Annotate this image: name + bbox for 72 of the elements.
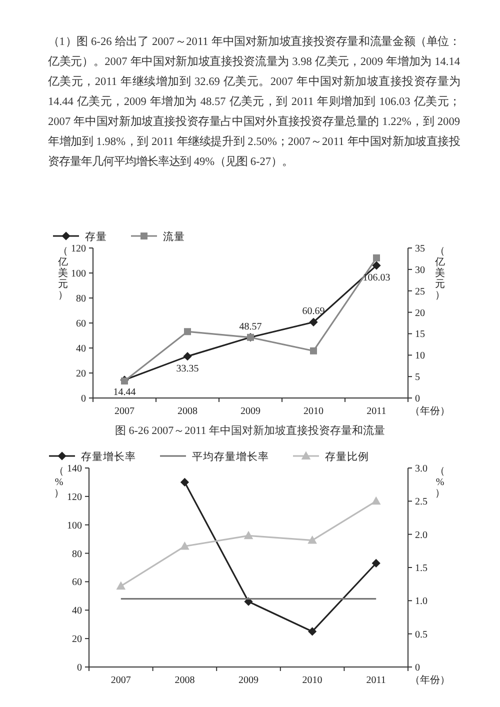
y2-tick-label: 25 [415, 286, 425, 298]
x-axis-title: （年份） [410, 405, 450, 417]
point [372, 261, 381, 270]
y2-tick-label: 0 [415, 662, 420, 674]
x-tick-label: 2011 [366, 675, 386, 686]
data-label: 106.03 [362, 272, 390, 284]
y2-axis-title: （%） [435, 466, 445, 499]
point [309, 318, 318, 326]
y-tick-label: 40 [76, 344, 86, 354]
y2-tick-label: 2.0 [415, 530, 428, 541]
legend-label: 存量增长率 [81, 450, 136, 463]
y2-tick-label: 1.5 [415, 563, 428, 574]
y-tick-label: 120 [71, 244, 86, 254]
y-axis-title: （亿美元） [57, 246, 68, 301]
y-tick-label: 80 [76, 294, 86, 304]
point [116, 582, 126, 590]
legend-label: 流量 [163, 230, 185, 243]
y2-tick-label: 3.0 [415, 464, 428, 474]
text: （1）图 6-26 给出了 2007～2011 年中国对新加坡直接投资存量和流量金额（单位：亿美元）。2007 年中国对新加坡直接投资流量为 3.98 亿美元，2009 年增加为 14.14 亿美元，2011 年继续增加到 32.69 亿美元。2007 年中国对新加坡直接投资存量为 14.44 亿美元，2009 年增加为 48.57 亿美元，到 2011 年则增加到 106.03 亿美元；2007 年中国对新加坡直接投资存量占中国对外直接投资存量总量的 1.22%，到 2009 年增加到 1.98%，到 2011 年继续提升到 2.50%；2007～2011 年中国对新加坡直接投资存量年几何平均增长率达到 49%（见图 6-27）。 [48, 34, 460, 170]
point [180, 478, 189, 486]
y2-tick-label: 2.5 [415, 496, 428, 508]
y2-tick-label: 10 [415, 350, 425, 362]
y2-tick-label: 20 [415, 308, 425, 319]
y2-tick-label: 15 [415, 329, 425, 340]
y-tick-label: 140 [67, 464, 82, 474]
data-label: 48.57 [239, 321, 262, 332]
y2-tick-label: 35 [415, 244, 425, 254]
x-tick-label: 2007 [110, 675, 131, 686]
point [372, 559, 380, 568]
x-tick-label: 2008 [178, 406, 198, 417]
legend-label: 存量比例 [325, 450, 369, 463]
y2-tick-label: 0.5 [415, 629, 428, 640]
point [373, 254, 380, 262]
point [308, 536, 317, 544]
point [184, 328, 191, 336]
y-tick-label: 20 [72, 634, 82, 646]
y2-axis-title: （亿美元） [434, 246, 445, 301]
y-tick-label: 60 [72, 577, 82, 588]
point [308, 627, 316, 636]
y-tick-label: 0 [77, 662, 82, 674]
point [183, 352, 192, 360]
x-tick-label: 2008 [174, 675, 195, 686]
y2-tick-label: 1.0 [415, 596, 428, 608]
y-tick-label: 120 [67, 492, 82, 503]
point [180, 542, 189, 550]
y-axis-title: （%） [54, 466, 64, 499]
y2-tick-label: 30 [415, 264, 425, 276]
x-tick-label: 2011 [366, 406, 386, 417]
y-tick-label: 40 [72, 606, 82, 617]
data-label: 33.35 [176, 363, 199, 374]
y2-tick-label: 0 [415, 394, 420, 404]
point [372, 496, 380, 505]
y-tick-label: 80 [72, 548, 82, 560]
point [244, 531, 253, 540]
y-tick-label: 0 [81, 394, 86, 404]
x-axis-title: （年份） [410, 674, 450, 686]
data-label: 14.44 [113, 386, 136, 398]
x-tick-label: 2009 [238, 675, 258, 686]
x-tick-label: 2009 [240, 406, 260, 417]
data-label: 60.69 [302, 306, 325, 318]
point [310, 347, 317, 354]
legend-label: 存量 [85, 231, 107, 243]
y-tick-label: 100 [71, 268, 86, 280]
y-tick-label: 60 [76, 318, 86, 330]
y-tick-label: 20 [76, 368, 86, 380]
text: 图 6-26 2007～2011 年中国对新加坡直接投资存量和流量 [114, 424, 386, 437]
y-tick-label: 100 [67, 520, 82, 532]
x-tick-label: 2010 [304, 406, 324, 417]
y2-tick-label: 5 [415, 372, 420, 384]
x-tick-label: 2007 [114, 406, 134, 417]
legend-label: 平均存量增长率 [192, 450, 269, 463]
x-tick-label: 2010 [302, 675, 322, 686]
